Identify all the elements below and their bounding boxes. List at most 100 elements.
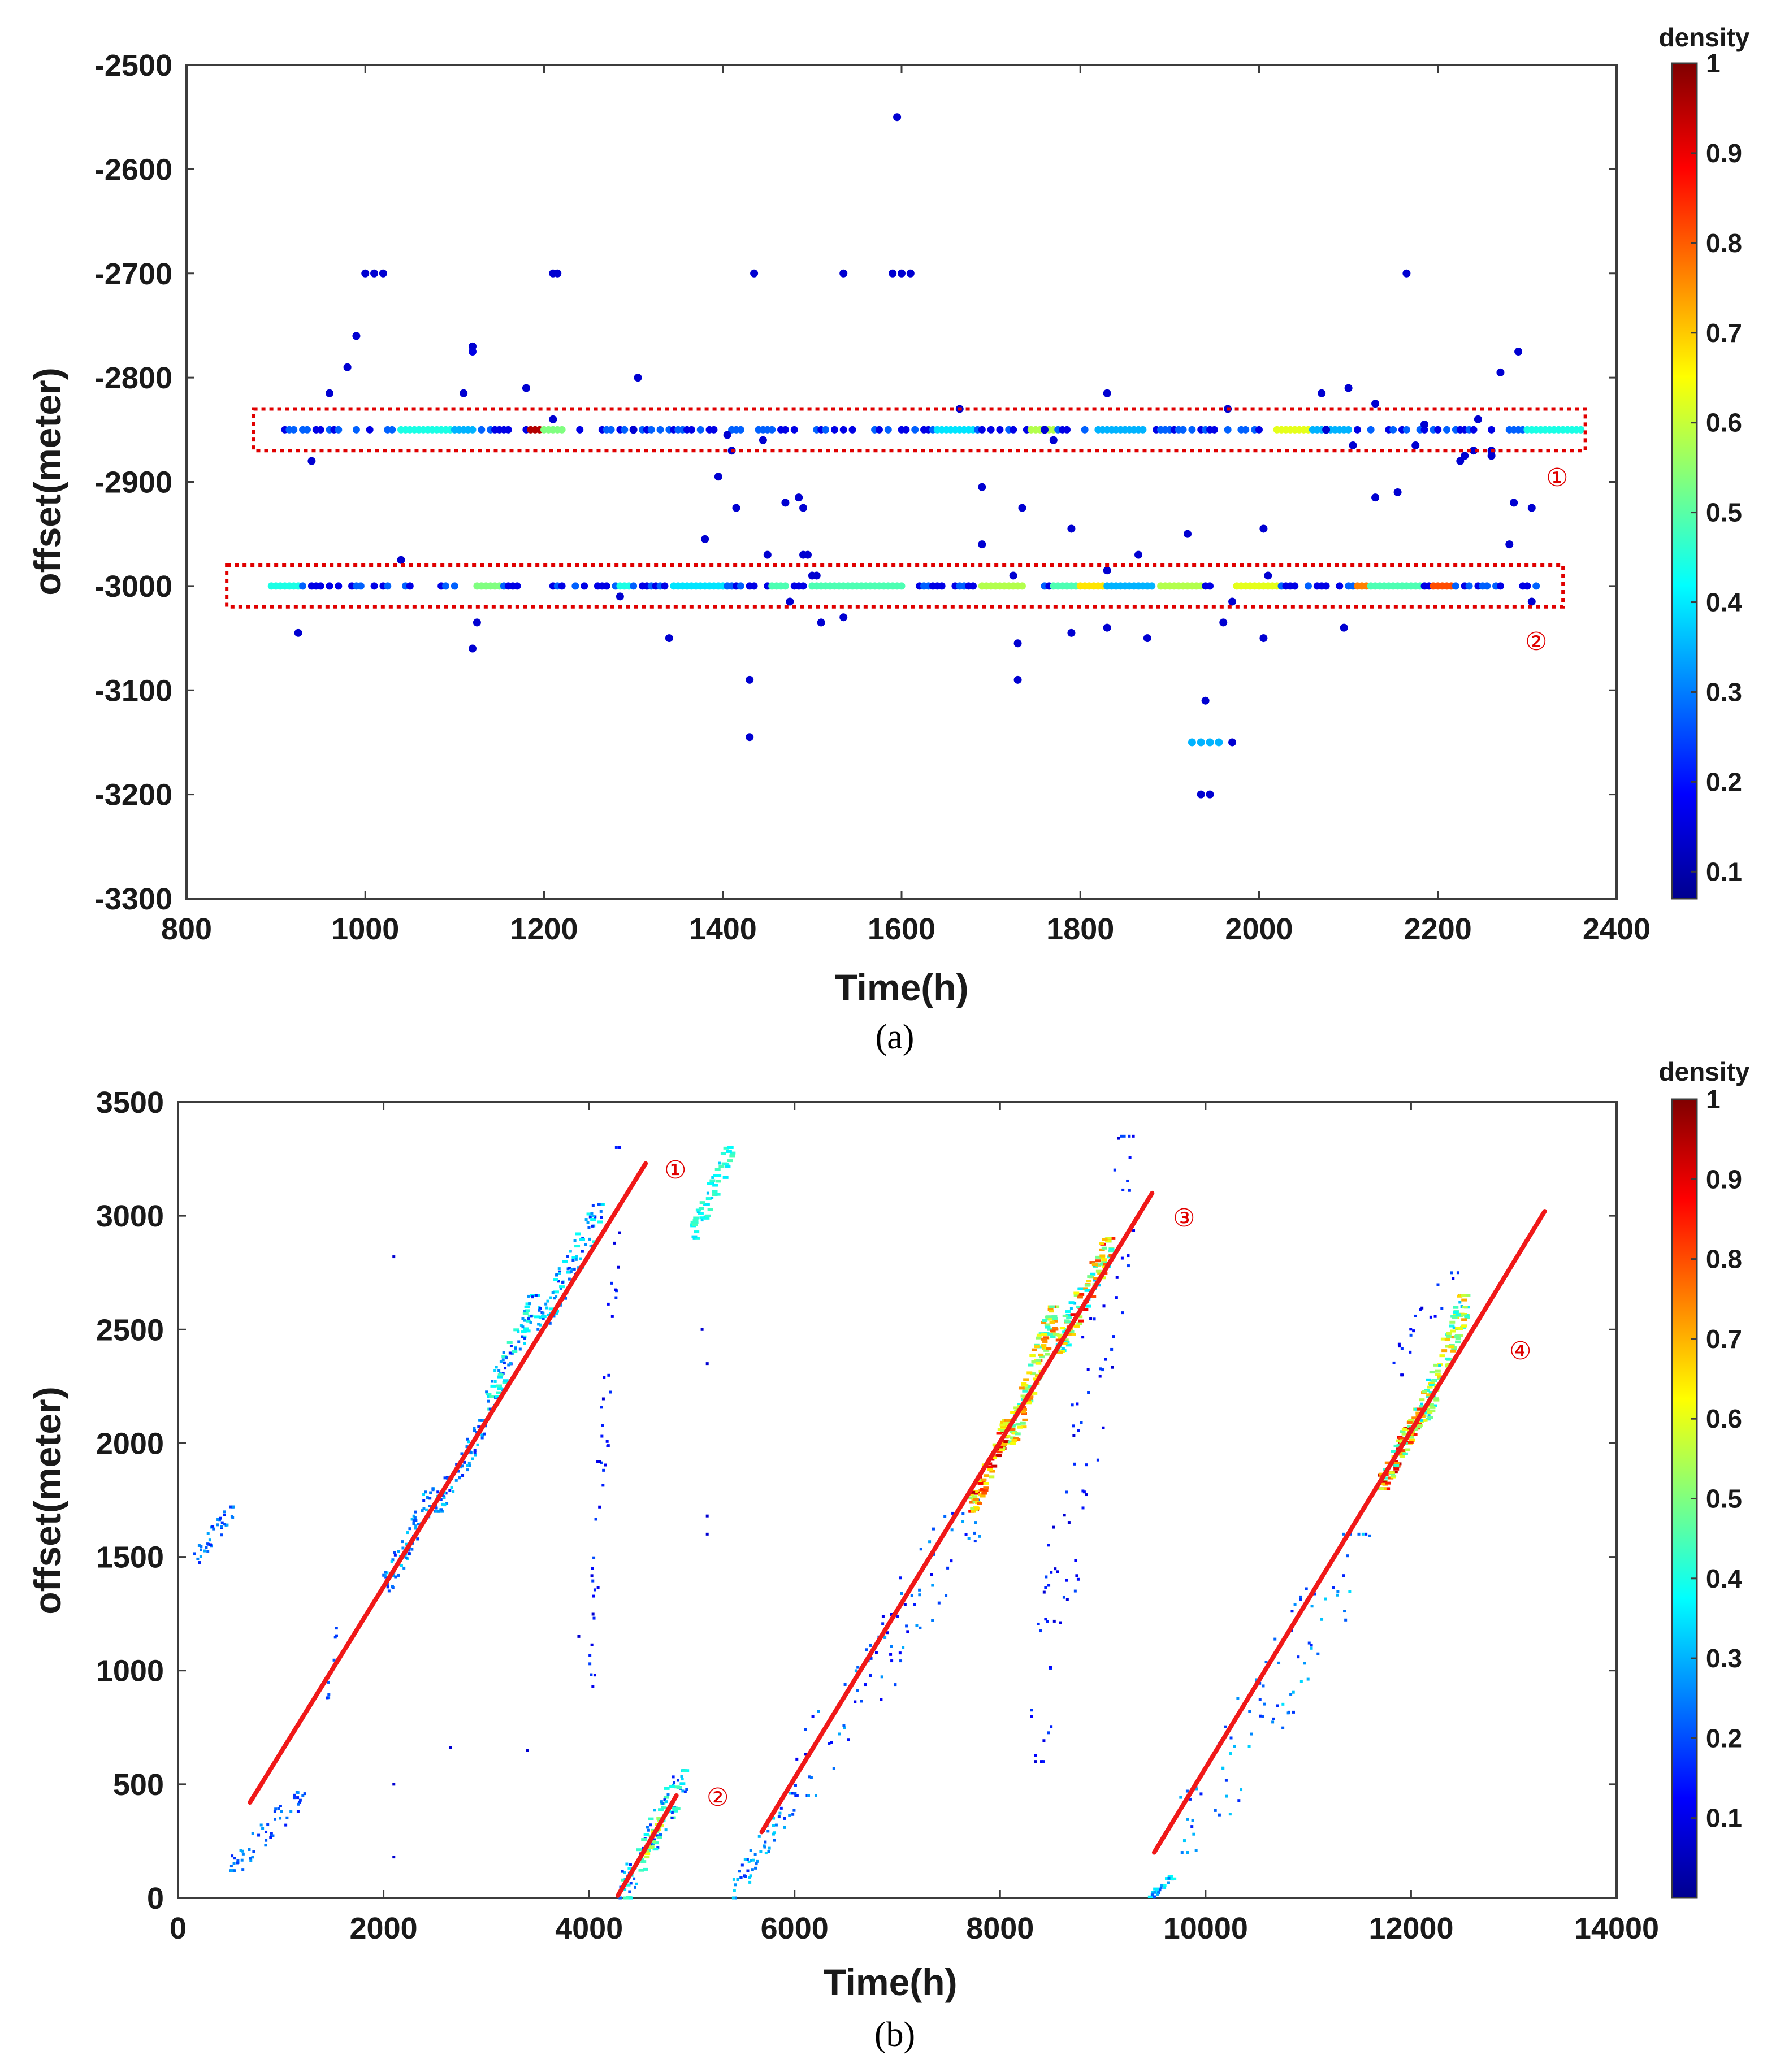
data-point [461,1464,464,1468]
data-point [1433,1397,1439,1401]
data-point [259,1823,263,1827]
data-point [1206,790,1214,799]
data-point [591,1204,595,1207]
data-point [1446,1332,1452,1335]
data-point [1101,1246,1107,1250]
data-point [284,1823,288,1827]
data-point [390,1560,393,1563]
data-point [1042,1739,1046,1742]
data-point [1073,1589,1077,1593]
data-point [1089,1317,1093,1320]
data-point [704,1203,710,1206]
data-point [1048,1317,1054,1321]
data-point [603,1376,606,1379]
data-point [1001,1443,1007,1446]
data-point [594,1215,597,1219]
data-point [1464,1315,1470,1319]
axis-ticks-a: 800 1000 1200 1400 1600 1800 2000 2200 2400 -2500… [94,49,1651,946]
data-point [1093,1277,1099,1280]
data-point [1453,1311,1459,1314]
data-point [898,269,906,278]
data-point [1128,1189,1131,1192]
data-point [513,582,521,590]
data-point [261,1827,265,1830]
data-point [1098,1375,1102,1378]
data-point [1095,1255,1101,1259]
data-point [232,1862,236,1865]
data-point [795,1757,799,1761]
data-point [623,1888,627,1891]
data-point [527,1317,530,1320]
x-tick-label: 14000 [1574,1911,1659,1945]
data-point [326,1696,329,1700]
data-point [241,1852,245,1856]
data-point [203,1549,206,1553]
data-point [1496,582,1504,590]
data-point [1020,1410,1026,1414]
data-point [661,1806,667,1810]
data-point [1400,1373,1404,1377]
data-point [1313,1592,1316,1596]
data-point [1030,1372,1036,1376]
data-point [1417,1407,1423,1411]
data-point [889,269,897,278]
data-point [666,1793,670,1797]
data-point [1428,1391,1435,1394]
data-point [1228,597,1237,606]
data-point [1074,1324,1080,1328]
data-point [989,1470,995,1473]
data-point [393,1551,396,1554]
data-point [1081,1336,1085,1339]
data-point [1299,1680,1303,1683]
data-point [672,1775,675,1779]
data-point [1099,1248,1105,1251]
data-point [1017,1403,1023,1406]
data-point [590,1574,594,1577]
data-point [297,1802,300,1806]
data-point [233,1869,236,1872]
data-point [698,1212,704,1215]
data-point [1407,1425,1413,1428]
data-point [1121,1188,1125,1191]
data-point [730,1151,736,1155]
data-point [989,1475,995,1479]
data-point [817,1710,820,1713]
data-point [1042,1319,1048,1322]
data-point [1052,1319,1058,1323]
data-point [412,1514,415,1518]
data-point [1120,1256,1124,1260]
data-point [1028,1363,1034,1367]
data-point [1405,1448,1411,1451]
data-point [590,1643,594,1646]
data-point [1025,1399,1031,1403]
data-point [1446,1335,1452,1338]
data-point [557,1280,560,1283]
data-point [772,1824,775,1827]
data-point [1091,1263,1098,1267]
data-point [597,1203,600,1206]
data-point [1368,1534,1371,1537]
data-point [1409,1333,1413,1337]
colorbar-tick-label: 0.1 [1706,857,1742,886]
colorbar-tick-label: 0.7 [1706,318,1742,348]
data-point [509,1344,513,1347]
data-point [634,1885,637,1889]
data-point [1461,1324,1467,1328]
data-point [588,1215,592,1219]
data-point [402,1566,406,1570]
data-point [1271,1720,1275,1724]
data-point [1110,1347,1114,1351]
data-point [629,426,638,434]
data-point [1101,1368,1104,1372]
x-tick-label: 2000 [350,1911,418,1945]
data-point [1398,1449,1405,1453]
data-point [335,1634,338,1637]
data-point [623,1871,626,1874]
data-point [665,1800,668,1804]
data-point [1065,1490,1068,1494]
data-point [696,1210,700,1213]
data-point [1082,1308,1089,1311]
data-point [1104,1358,1107,1361]
highlight-box [252,407,1587,453]
data-point [638,1869,644,1872]
